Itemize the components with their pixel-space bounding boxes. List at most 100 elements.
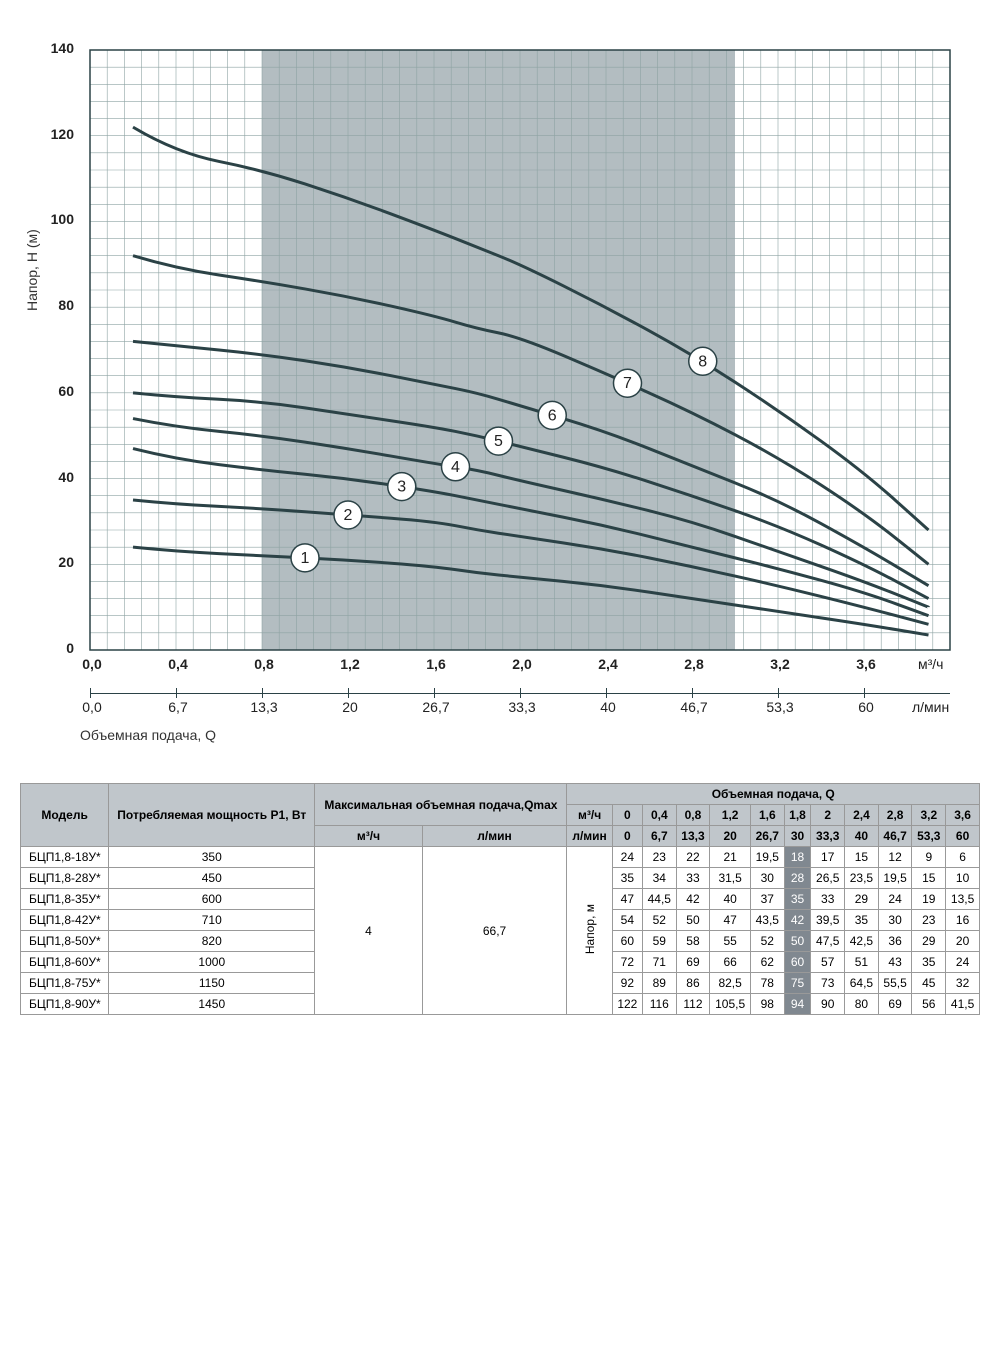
th-q-m3h: 2,4	[845, 805, 879, 826]
cell-value: 23	[642, 847, 676, 868]
th-q-m3h: 1,8	[784, 805, 811, 826]
th-q-lmin: 6,7	[642, 826, 676, 847]
x-unit-secondary: л/мин	[912, 699, 949, 715]
cell-power: 450	[109, 868, 315, 889]
cell-value: 39,5	[811, 910, 845, 931]
th-q-lmin: 40	[845, 826, 879, 847]
cell-value: 116	[642, 994, 676, 1015]
cell-value: 43	[878, 952, 912, 973]
cell-value: 23	[912, 910, 946, 931]
th-q-m3h: 0,8	[676, 805, 710, 826]
cell-value: 50	[784, 931, 811, 952]
cell-value: 59	[642, 931, 676, 952]
svg-text:2: 2	[344, 507, 353, 524]
x-tick: 0,4	[158, 656, 198, 672]
cell-value: 73	[811, 973, 845, 994]
th-q-m3h: 2	[811, 805, 845, 826]
th-power: Потребляемая мощность P1, Вт	[109, 784, 315, 847]
th-q-lmin: 33,3	[811, 826, 845, 847]
th-model: Модель	[21, 784, 109, 847]
cell-qmax-lmin: 66,7	[422, 847, 567, 1015]
svg-text:6: 6	[548, 407, 557, 424]
chart-container: Напор, Н (м) 12345678 020406080100120140…	[80, 40, 980, 685]
cell-value: 80	[845, 994, 879, 1015]
cell-value: 42	[784, 910, 811, 931]
x2-tick: 40	[588, 699, 628, 715]
th-m3h: м³/ч	[567, 805, 612, 826]
cell-value: 89	[642, 973, 676, 994]
cell-value: 45	[912, 973, 946, 994]
cell-value: 13,5	[946, 889, 980, 910]
secondary-x-axis: 0,06,713,32026,733,34046,753,360л/мин	[80, 685, 970, 725]
th-q-m3h: 3,2	[912, 805, 946, 826]
cell-value: 86	[676, 973, 710, 994]
th-q-lmin: 20	[710, 826, 751, 847]
x2-tick: 26,7	[416, 699, 456, 715]
cell-value: 51	[845, 952, 879, 973]
th-q-m3h: 3,6	[946, 805, 980, 826]
cell-value: 55	[710, 931, 751, 952]
x2-tick: 13,3	[244, 699, 284, 715]
x-tick: 3,6	[846, 656, 886, 672]
cell-value: 47	[710, 910, 751, 931]
cell-power: 1450	[109, 994, 315, 1015]
cell-value: 19,5	[750, 847, 784, 868]
x-unit-primary: м³/ч	[918, 656, 943, 672]
x2-tick: 53,3	[760, 699, 800, 715]
cell-value: 10	[946, 868, 980, 889]
cell-model: БЦП1,8-50У*	[21, 931, 109, 952]
cell-value: 47	[612, 889, 642, 910]
cell-value: 72	[612, 952, 642, 973]
cell-value: 64,5	[845, 973, 879, 994]
th-q-group: Объемная подача, Q	[567, 784, 980, 805]
cell-value: 20	[946, 931, 980, 952]
y-tick: 120	[38, 126, 74, 142]
th-q-lmin: 30	[784, 826, 811, 847]
cell-value: 112	[676, 994, 710, 1015]
cell-value: 52	[750, 931, 784, 952]
cell-value: 30	[750, 868, 784, 889]
th-qmax-lmin-label: л/мин	[422, 826, 567, 847]
cell-value: 92	[612, 973, 642, 994]
x-tick: 3,2	[760, 656, 800, 672]
cell-power: 820	[109, 931, 315, 952]
cell-value: 122	[612, 994, 642, 1015]
cell-value: 42,5	[845, 931, 879, 952]
cell-model: БЦП1,8-35У*	[21, 889, 109, 910]
cell-value: 19	[912, 889, 946, 910]
cell-value: 35	[784, 889, 811, 910]
th-q-lmin: 60	[946, 826, 980, 847]
cell-value: 105,5	[710, 994, 751, 1015]
x2-tick: 20	[330, 699, 370, 715]
cell-value: 35	[612, 868, 642, 889]
cell-model: БЦП1,8-60У*	[21, 952, 109, 973]
pump-data-table: МодельПотребляемая мощность P1, ВтМаксим…	[20, 783, 980, 1015]
cell-power: 710	[109, 910, 315, 931]
th-qmax: Максимальная объемная подача,Qmax	[315, 784, 567, 826]
svg-text:7: 7	[623, 375, 632, 392]
cell-model: БЦП1,8-90У*	[21, 994, 109, 1015]
cell-value: 24	[878, 889, 912, 910]
y-tick: 100	[38, 211, 74, 227]
x-tick: 1,6	[416, 656, 456, 672]
cell-value: 58	[676, 931, 710, 952]
cell-value: 15	[845, 847, 879, 868]
cell-value: 9	[912, 847, 946, 868]
cell-value: 69	[676, 952, 710, 973]
cell-value: 60	[784, 952, 811, 973]
cell-value: 33	[811, 889, 845, 910]
y-tick: 0	[38, 640, 74, 656]
x-tick: 0,8	[244, 656, 284, 672]
th-q-m3h: 0,4	[642, 805, 676, 826]
cell-value: 41,5	[946, 994, 980, 1015]
th-q-m3h: 0	[612, 805, 642, 826]
cell-napor-label: Напор, м	[567, 847, 612, 1015]
svg-text:3: 3	[397, 479, 406, 496]
cell-value: 32	[946, 973, 980, 994]
cell-value: 42	[676, 889, 710, 910]
cell-value: 6	[946, 847, 980, 868]
cell-value: 16	[946, 910, 980, 931]
cell-power: 600	[109, 889, 315, 910]
th-qmax-m3h-label: м³/ч	[315, 826, 422, 847]
cell-power: 1150	[109, 973, 315, 994]
